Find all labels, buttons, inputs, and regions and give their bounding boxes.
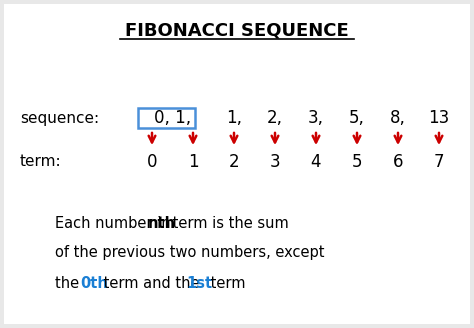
Text: 1,: 1,: [226, 109, 242, 127]
Text: 5: 5: [352, 153, 362, 171]
Text: 2: 2: [228, 153, 239, 171]
Text: 1st: 1st: [186, 276, 212, 291]
Text: 3: 3: [270, 153, 280, 171]
Text: 5,: 5,: [349, 109, 365, 127]
Text: 2,: 2,: [267, 109, 283, 127]
Text: 0, 1,: 0, 1,: [154, 109, 191, 127]
Text: 13: 13: [428, 109, 450, 127]
Text: of the previous two numbers, except: of the previous two numbers, except: [55, 245, 325, 260]
Text: 3,: 3,: [308, 109, 324, 127]
Text: 6: 6: [393, 153, 403, 171]
Text: 7: 7: [434, 153, 444, 171]
Text: the: the: [55, 276, 84, 291]
Text: 0: 0: [147, 153, 157, 171]
Text: Each number in: Each number in: [55, 215, 175, 231]
Text: term is the sum: term is the sum: [167, 215, 288, 231]
Text: term: term: [206, 276, 245, 291]
Text: FIBONACCI SEQUENCE: FIBONACCI SEQUENCE: [125, 21, 349, 39]
Text: 8,: 8,: [390, 109, 406, 127]
Text: nth: nth: [148, 215, 176, 231]
Text: term and the: term and the: [100, 276, 204, 291]
Text: 4: 4: [311, 153, 321, 171]
Text: term:: term:: [20, 154, 62, 170]
Text: 1: 1: [188, 153, 198, 171]
Text: sequence:: sequence:: [20, 111, 99, 126]
Text: 0th: 0th: [80, 276, 108, 291]
Bar: [138, 108, 195, 128]
